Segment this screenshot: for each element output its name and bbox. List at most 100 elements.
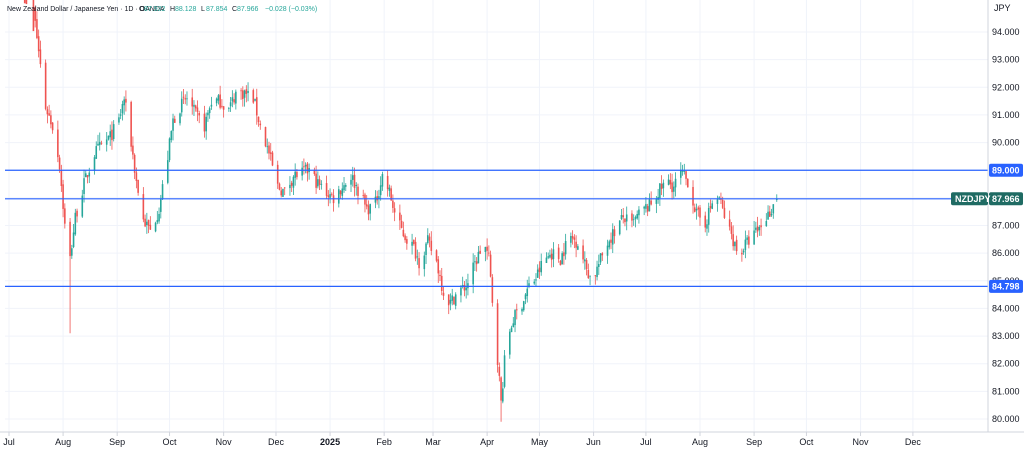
candle-body	[755, 227, 757, 230]
candle-down	[400, 214, 403, 229]
candle-down	[362, 189, 365, 198]
candle-down	[46, 106, 49, 124]
candle-body	[39, 49, 42, 65]
candle-up	[343, 177, 345, 193]
candle-body	[25, 0, 28, 5]
candle-up	[161, 180, 164, 201]
candle-up	[308, 163, 310, 180]
candle-down	[353, 167, 356, 197]
candle-down	[575, 235, 577, 258]
candle-body	[746, 237, 748, 240]
candle-body	[184, 98, 187, 100]
candle-body	[259, 123, 262, 126]
candle-up	[608, 239, 611, 250]
candle-body	[337, 189, 340, 204]
candle-up	[767, 205, 769, 220]
candle-body	[500, 377, 502, 401]
candle-body	[350, 179, 352, 185]
candle-body	[594, 275, 597, 277]
price-tick-label: 84.000	[992, 303, 1020, 313]
candle-up	[526, 279, 529, 303]
symbol-legend: New Zealand Dollar / Japanese Yen · 1D ·…	[7, 6, 317, 13]
candle-up	[521, 307, 523, 315]
candle-down	[610, 232, 612, 250]
candle-up	[81, 189, 84, 218]
candle-up	[146, 212, 148, 234]
candle-body	[93, 157, 96, 171]
candle-body	[683, 171, 686, 172]
candle-down	[48, 104, 50, 117]
ohlc-label: L	[201, 6, 205, 13]
candle-body	[280, 190, 283, 196]
candle-down	[365, 195, 368, 210]
time-axis-ticks: Jul Aug Sep Oct Nov Dec 2025 Feb Mar Apr May Jun Jul…	[3, 432, 921, 447]
candle-up	[179, 112, 181, 126]
candle-body	[374, 196, 377, 203]
candle-up	[680, 162, 682, 185]
candle-body	[465, 287, 467, 291]
candle-down	[613, 225, 616, 244]
price-tick-label: 81.000	[992, 386, 1020, 396]
candle-up	[98, 132, 101, 151]
candle-down	[86, 175, 89, 184]
candle-body	[550, 253, 553, 260]
candle-body	[735, 239, 738, 252]
candle-body	[454, 294, 457, 306]
candle-up	[107, 135, 110, 141]
candle-body	[624, 218, 626, 223]
candle-down	[339, 190, 342, 199]
candle-up	[772, 204, 775, 219]
candle-up	[472, 253, 474, 294]
candle-down	[587, 263, 590, 279]
candle-body	[406, 239, 408, 244]
candle-body	[439, 274, 441, 277]
candle-up	[426, 228, 429, 245]
candle-body	[611, 229, 614, 245]
candle-body	[23, 0, 26, 4]
candle-body	[146, 221, 148, 226]
candle-body	[655, 198, 658, 204]
candle-body	[631, 213, 633, 221]
candle-up	[775, 194, 778, 202]
candle-body	[475, 261, 478, 265]
candle-up	[72, 224, 75, 249]
price-tag	[989, 279, 1023, 293]
candle-body	[503, 355, 506, 387]
candle-body	[158, 213, 160, 222]
candle-body	[109, 131, 112, 138]
candle-up	[755, 221, 757, 233]
candle-down	[194, 104, 197, 112]
candle-body	[577, 246, 579, 250]
price-tick-label: 83.000	[992, 331, 1020, 341]
candle-body	[399, 212, 401, 221]
candle-body	[636, 214, 638, 219]
candle-up	[294, 163, 296, 186]
time-tick-label: Sep	[109, 437, 125, 447]
candle-body	[331, 193, 333, 195]
candle-body	[50, 115, 52, 125]
candle-up	[606, 239, 609, 264]
candle-body	[208, 108, 211, 114]
candle-up	[208, 106, 211, 119]
candle-body	[393, 208, 396, 213]
candle-up	[512, 317, 515, 328]
candle-down	[23, 0, 26, 4]
candle-body	[528, 283, 530, 287]
candle-down	[278, 182, 281, 191]
candle-down	[414, 237, 417, 262]
candle-body	[695, 208, 698, 211]
candle-down	[259, 120, 262, 130]
ohlc-value: 87.966	[237, 6, 259, 13]
price-tick-label: 93.000	[992, 55, 1020, 65]
candle-down	[685, 170, 687, 186]
candle-body	[742, 250, 745, 253]
candle-body	[320, 183, 323, 185]
candle-down	[147, 219, 150, 234]
price-tick-label: 90.000	[992, 138, 1020, 148]
candle-body	[64, 208, 66, 224]
candle-body	[282, 189, 284, 197]
candle-up	[210, 96, 213, 110]
candle-body	[597, 263, 600, 267]
